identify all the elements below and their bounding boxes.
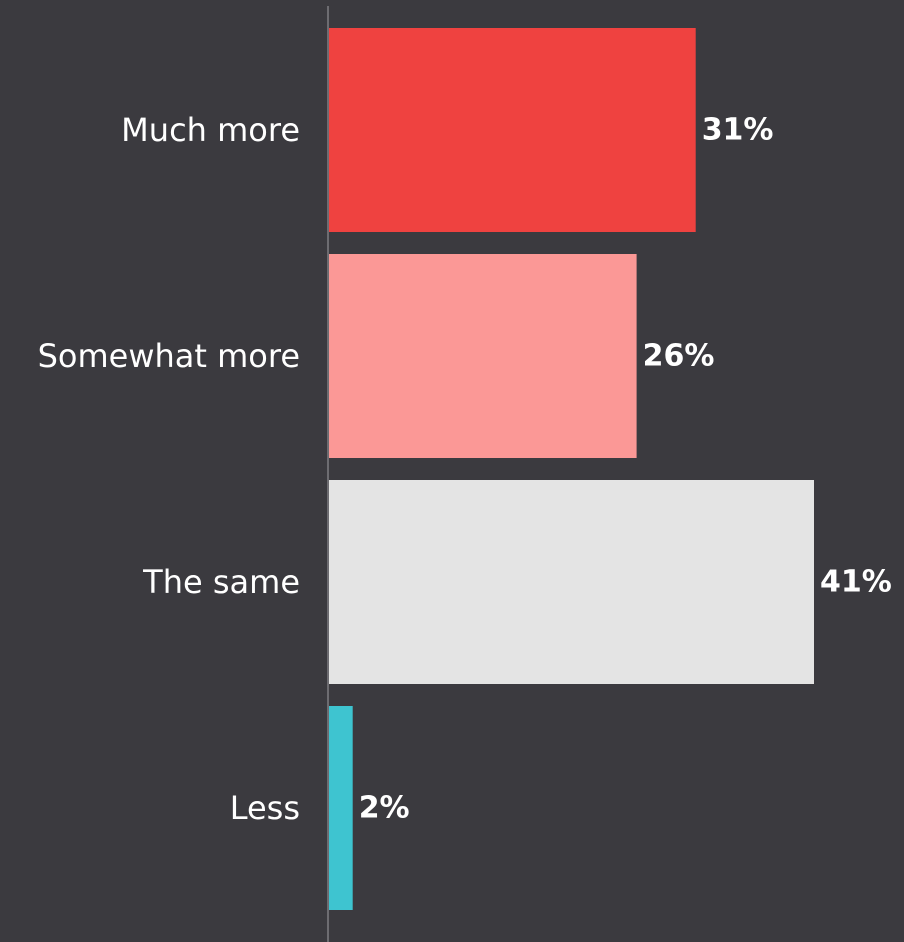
category-label-somewhat-more: Somewhat more: [38, 337, 300, 375]
value-label-the-same: 41%: [820, 565, 892, 600]
bar-much-more: [329, 28, 696, 232]
category-label-less: Less: [230, 789, 300, 827]
bar-the-same: [329, 480, 814, 684]
bar-less: [329, 706, 353, 910]
bar-somewhat-more: [329, 254, 637, 458]
labels-group: Much more 31% Somewhat more 26% The same 41% L…: [38, 111, 892, 827]
category-label-the-same: The same: [142, 563, 300, 601]
value-label-somewhat-more: 26%: [643, 339, 715, 374]
category-label-much-more: Much more: [121, 111, 300, 149]
value-label-much-more: 31%: [702, 113, 774, 148]
value-label-less: 2%: [359, 791, 410, 826]
bars-group: [329, 28, 814, 910]
